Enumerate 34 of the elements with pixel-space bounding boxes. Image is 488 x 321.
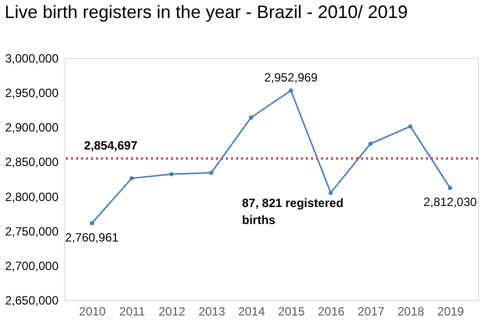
point	[248, 115, 254, 120]
x-tick-label: 2017	[358, 304, 385, 318]
point	[90, 221, 94, 226]
point	[288, 88, 294, 93]
data-label: 2,760,961	[65, 230, 119, 244]
y-tick-label: 2,750,000	[5, 224, 59, 238]
data-label: 2,952,969	[264, 70, 318, 85]
point	[448, 186, 452, 190]
x-tick-label: 2015	[278, 304, 306, 318]
y-tick-label: 3,000,000	[5, 52, 59, 66]
y-tick-label: 2,800,000	[5, 190, 59, 204]
point	[209, 170, 214, 175]
point	[130, 176, 134, 180]
chart-title: Live birth registers in the year - Brazil - 2010/ 2019	[4, 2, 408, 22]
point	[328, 190, 333, 195]
data-label: 2,812,030	[423, 194, 478, 209]
x-tick-label: 2013	[198, 304, 226, 318]
point	[169, 172, 174, 176]
x-tick-label: 2012	[158, 304, 186, 318]
ref-line-label: 2,854,697	[84, 138, 138, 152]
x-tick-label: 2010	[79, 304, 106, 318]
annotation: 87, 821 registered births	[242, 196, 344, 227]
point	[408, 124, 412, 129]
y-tick-label: 2,900,000	[5, 120, 59, 135]
x-tick-label: 2018	[397, 304, 424, 318]
point	[368, 142, 373, 146]
x-tick-label: 2014	[238, 304, 266, 318]
y-tick-label: 2,700,000	[5, 258, 59, 273]
x-tick-label: 2019	[437, 304, 464, 318]
x-tick-label: 2016	[318, 304, 345, 318]
y-tick-label: 2,950,000	[5, 86, 59, 100]
y-tick-label: 2,850,000	[5, 155, 59, 170]
x-tick-label: 2011	[119, 304, 146, 318]
y-tick-label: 2,650,000	[5, 294, 59, 308]
